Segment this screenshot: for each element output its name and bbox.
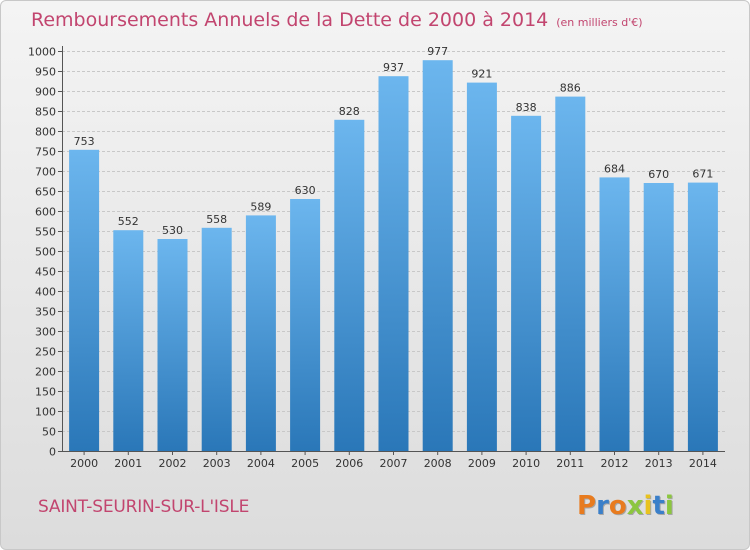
logo-letter: t [652, 491, 665, 521]
chart-title: Remboursements Annuels de la Dette de 20… [31, 9, 549, 31]
y-tick-label: 300 [35, 326, 56, 339]
value-label-2013: 670 [648, 168, 669, 181]
bar-2004 [245, 215, 276, 451]
y-tick-label: 800 [35, 126, 56, 139]
value-label-2010: 838 [516, 101, 537, 114]
chart-subtitle: (en milliers d'€) [556, 16, 643, 29]
y-tick-label: 250 [35, 346, 56, 359]
x-tick-label-2014: 2014 [689, 457, 717, 470]
x-tick-label-2005: 2005 [291, 457, 319, 470]
y-tick-label: 850 [35, 106, 56, 119]
logo-letter: i [643, 491, 653, 521]
value-label-2000: 753 [74, 135, 95, 148]
x-tick-label-2004: 2004 [247, 457, 275, 470]
bar-2002 [157, 239, 188, 451]
logo-letter: i [664, 491, 674, 521]
x-tick-label-2010: 2010 [512, 457, 540, 470]
value-label-2011: 886 [560, 82, 581, 95]
y-tick-label: 0 [49, 446, 56, 459]
bars [69, 60, 718, 452]
commune-name: SAINT-SEURIN-SUR-L'ISLE [38, 497, 250, 517]
x-tick-label-2006: 2006 [335, 457, 363, 470]
value-label-2002: 530 [162, 224, 183, 237]
y-tick-label: 950 [35, 66, 56, 79]
y-tick-label: 600 [35, 206, 56, 219]
y-tick-label: 700 [35, 166, 56, 179]
bar-2007 [378, 76, 409, 451]
y-tick-label: 100 [35, 406, 56, 419]
bar-2010 [511, 115, 542, 452]
value-label-2012: 684 [604, 162, 625, 175]
bar-2006 [334, 119, 365, 452]
value-label-2004: 589 [250, 200, 271, 213]
logo-letter: P [577, 491, 597, 521]
x-tick-label-2013: 2013 [645, 457, 673, 470]
x-tick-label-2002: 2002 [159, 457, 187, 470]
y-tick-label: 400 [35, 286, 56, 299]
bar-2014 [687, 182, 718, 451]
x-tick-label-2011: 2011 [556, 457, 584, 470]
value-label-2008: 977 [427, 45, 448, 58]
x-axis-ticks: 2000 2001 2002 2003 2004 2005 2006 2007 2008 2009… [70, 451, 717, 470]
y-tick-label: 150 [35, 386, 56, 399]
bar-2000 [69, 149, 100, 452]
value-label-2007: 937 [383, 61, 404, 74]
bar-2001 [113, 230, 144, 451]
value-label-2009: 921 [471, 68, 492, 81]
y-tick-label: 350 [35, 306, 56, 319]
bar-2008 [422, 60, 453, 451]
value-label-2003: 558 [206, 213, 227, 226]
value-label-2006: 828 [339, 105, 360, 118]
bar-2013 [643, 183, 674, 451]
x-tick-label-2008: 2008 [424, 457, 452, 470]
y-tick-label: 200 [35, 366, 56, 379]
x-tick-label-2003: 2003 [203, 457, 231, 470]
x-tick-label-2012: 2012 [601, 457, 629, 470]
y-tick-label: 750 [35, 146, 56, 159]
y-tick-label: 500 [35, 246, 56, 259]
value-label-2001: 552 [118, 215, 139, 228]
value-label-2014: 671 [692, 168, 713, 181]
x-tick-label-2007: 2007 [380, 457, 408, 470]
y-axis-ticks: 0 50 100 150 200 250 300 350 400 450 500 550 600 650 7… [28, 46, 62, 459]
bar-2011 [555, 96, 586, 451]
y-tick-label: 900 [35, 86, 56, 99]
logo-letter: x [626, 491, 644, 521]
y-tick-label: 1000 [28, 46, 56, 59]
x-tick-label-2001: 2001 [114, 457, 142, 470]
logo-letter: o [608, 491, 627, 521]
y-tick-label: 50 [42, 426, 56, 439]
y-tick-label: 550 [35, 226, 56, 239]
bar-2005 [290, 199, 321, 451]
bar-2012 [599, 177, 630, 451]
title-line: Remboursements Annuels de la Dette de 20… [31, 9, 643, 31]
y-tick-label: 450 [35, 266, 56, 279]
bar-2003 [201, 227, 232, 451]
proxiti-logo: Proxiti [577, 491, 674, 521]
bar-2009 [466, 82, 497, 451]
logo-letter: r [596, 491, 609, 521]
x-tick-label-2000: 2000 [70, 457, 98, 470]
value-labels: 753 552 530 558 589 630 828 937 977 921 838 886 684 6… [74, 45, 714, 237]
y-tick-label: 650 [35, 186, 56, 199]
x-tick-label-2009: 2009 [468, 457, 496, 470]
value-label-2005: 630 [295, 184, 316, 197]
